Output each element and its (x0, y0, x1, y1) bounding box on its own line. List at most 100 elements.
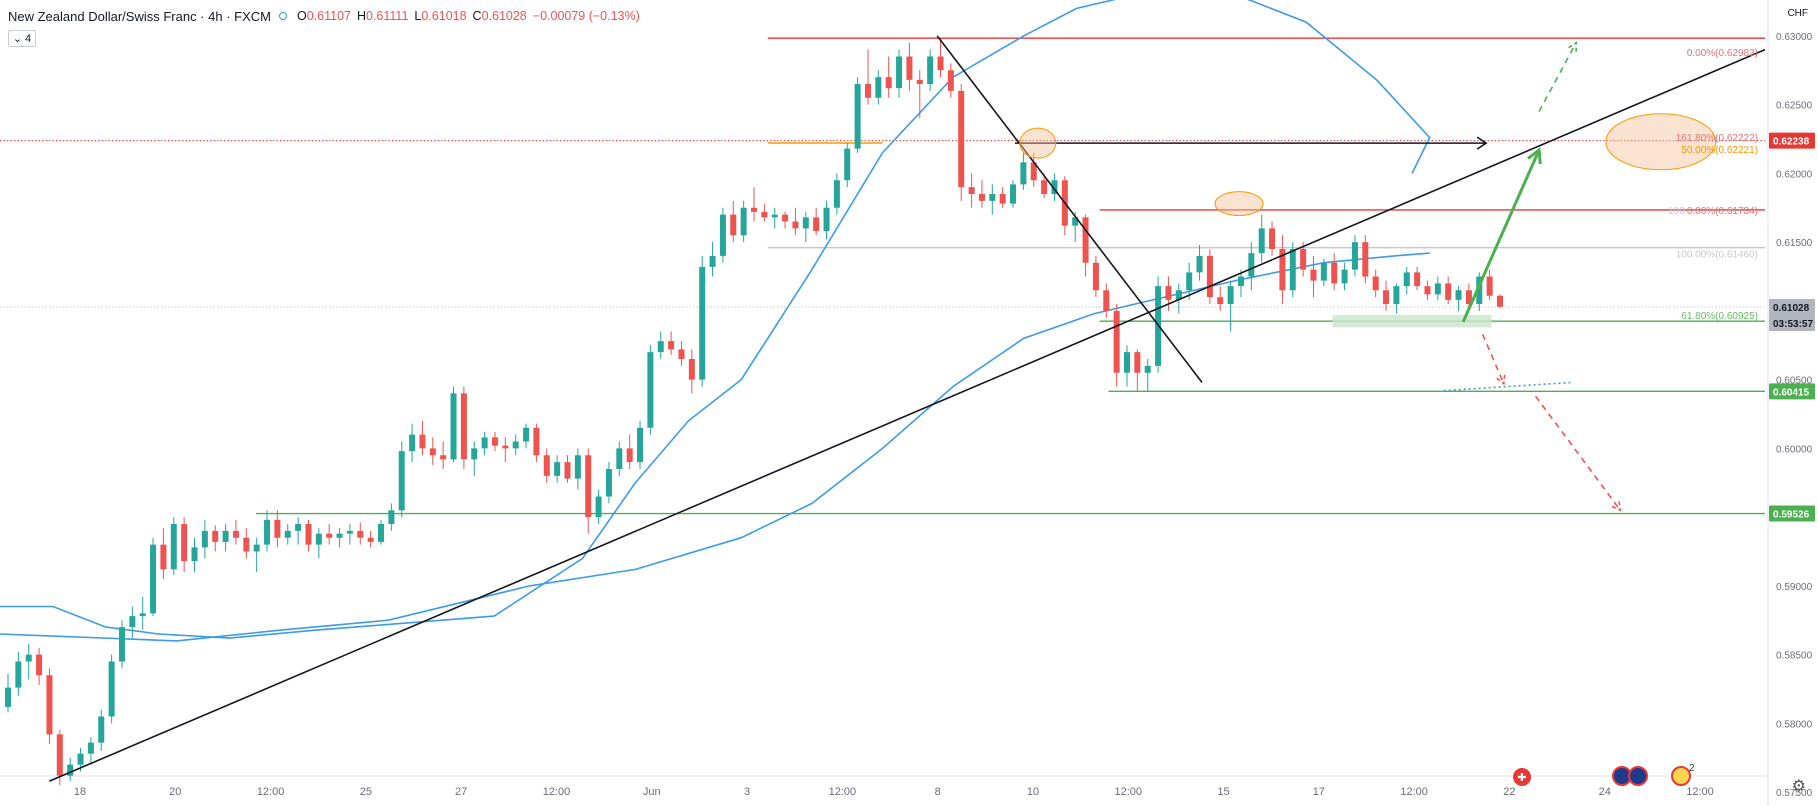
x-tick-label: 10 (1027, 786, 1039, 798)
price-label-bg (1769, 383, 1815, 400)
x-tick-label: Jun (643, 786, 661, 798)
fib-level-label: 161.80%(0.62222) (1676, 133, 1758, 144)
candle-body (481, 437, 488, 449)
candle-body (1237, 276, 1244, 287)
candle-body (1134, 352, 1141, 373)
candle-body (450, 393, 457, 460)
candle-body (378, 524, 384, 542)
candle-body (668, 341, 675, 350)
candle-body (36, 654, 43, 676)
candle-body (419, 434, 426, 449)
candle-body (564, 462, 571, 479)
gear-icon[interactable]: ⚙ (1791, 778, 1806, 795)
projection-arrow (1461, 149, 1541, 323)
open-value: 0.61107 (306, 9, 351, 23)
candle-body (771, 214, 778, 218)
candle-body (5, 687, 11, 707)
candle-body (108, 661, 115, 717)
candle-body (523, 427, 530, 442)
fib-level-label: 61.80%(0.60925) (1681, 311, 1758, 322)
candle-body (1124, 352, 1130, 373)
candle-body (212, 530, 219, 542)
candle-body (968, 187, 975, 194)
candle-body (388, 510, 395, 524)
candle-body (274, 519, 281, 538)
candle-body (688, 359, 695, 380)
fib-level-label: 0.00%(0.61734) (1687, 206, 1758, 217)
flag-event-icon[interactable] (1628, 766, 1648, 786)
candle-body (129, 616, 136, 628)
candle-body (150, 544, 157, 614)
candle-body (709, 255, 716, 267)
candle-body (1206, 255, 1213, 298)
candle-body (1144, 365, 1151, 373)
candle-body (1030, 162, 1037, 181)
candle-body (253, 544, 260, 552)
candle-body (87, 742, 94, 754)
x-tick-label: 12:00 (829, 786, 857, 798)
candle-body (1331, 262, 1338, 284)
candle-body (616, 448, 623, 469)
candle-body (1186, 272, 1193, 291)
candle-body (440, 455, 447, 460)
high-value: 0.61111 (366, 9, 409, 23)
candle-body (1320, 262, 1327, 281)
candle-body (429, 448, 436, 456)
x-tick-label: 24 (1599, 786, 1611, 798)
candle-body (802, 217, 809, 229)
projection-arrow (1481, 333, 1505, 385)
candle-body (409, 434, 416, 452)
candle-body (543, 455, 550, 476)
y-tick-label: 0.60500 (1776, 376, 1813, 387)
candle-body (118, 627, 125, 662)
candle-body (181, 524, 188, 562)
candle-body (1020, 162, 1027, 185)
candle-body (958, 90, 965, 188)
price-axis-label: 0.60415 (1769, 383, 1815, 400)
change-value: −0.00079 (−0.13%) (532, 9, 640, 23)
price-label-bg (1769, 132, 1815, 149)
dividend-event-icon[interactable] (1671, 766, 1691, 786)
candle-body (398, 451, 405, 511)
candle-body (1175, 290, 1182, 300)
symbol-title: New Zealand Dollar/Swiss Franc · 4h · FX… (8, 8, 271, 24)
candle-body (191, 547, 198, 562)
candle-body (730, 214, 737, 236)
candle-body (782, 214, 789, 222)
price-label-text: 0.62238 (1773, 137, 1810, 148)
candle-body (647, 352, 654, 428)
x-tick-label: 8 (935, 786, 941, 798)
candle-body (284, 530, 291, 538)
economic-event-icon[interactable]: ✚ (1513, 768, 1531, 786)
candle-body (98, 716, 105, 743)
x-tick-label: 3 (744, 786, 750, 798)
candle-body (585, 455, 592, 518)
x-tick-label: 25 (360, 786, 372, 798)
candle-body (1082, 217, 1089, 263)
candle-body (885, 77, 892, 89)
candle-body (56, 734, 63, 776)
candle-body (554, 462, 561, 476)
candle-body (1351, 242, 1358, 270)
candle-body (854, 84, 861, 149)
interval-toggle[interactable]: ⌄ 4 (8, 30, 36, 47)
candle-body (740, 207, 747, 236)
ohlc-readout: O0.61107 H0.61111 L0.61018 C0.61028 −0.0… (297, 9, 640, 23)
candle-body (999, 194, 1006, 204)
candle-body (491, 437, 498, 446)
candle-body (813, 217, 820, 232)
candle-body (1486, 276, 1493, 296)
price-label-bg (1769, 505, 1815, 522)
candle-body (1393, 286, 1400, 304)
candle-body (1165, 286, 1172, 300)
x-tick-label: 17 (1313, 786, 1325, 798)
fib-level-label: 100.00%(0.61460) (1676, 250, 1758, 261)
x-tick-label: 12:00 (257, 786, 285, 798)
x-tick-label: 15 (1217, 786, 1229, 798)
candle-body (1300, 249, 1307, 270)
candle-body (1289, 249, 1296, 291)
candle-body (1051, 180, 1058, 194)
candle-body (906, 56, 913, 80)
chart-header: New Zealand Dollar/Swiss Franc · 4h · FX… (8, 6, 640, 26)
